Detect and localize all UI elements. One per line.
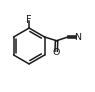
Text: F: F xyxy=(26,15,32,25)
Text: O: O xyxy=(52,48,60,57)
Text: N: N xyxy=(74,33,81,41)
